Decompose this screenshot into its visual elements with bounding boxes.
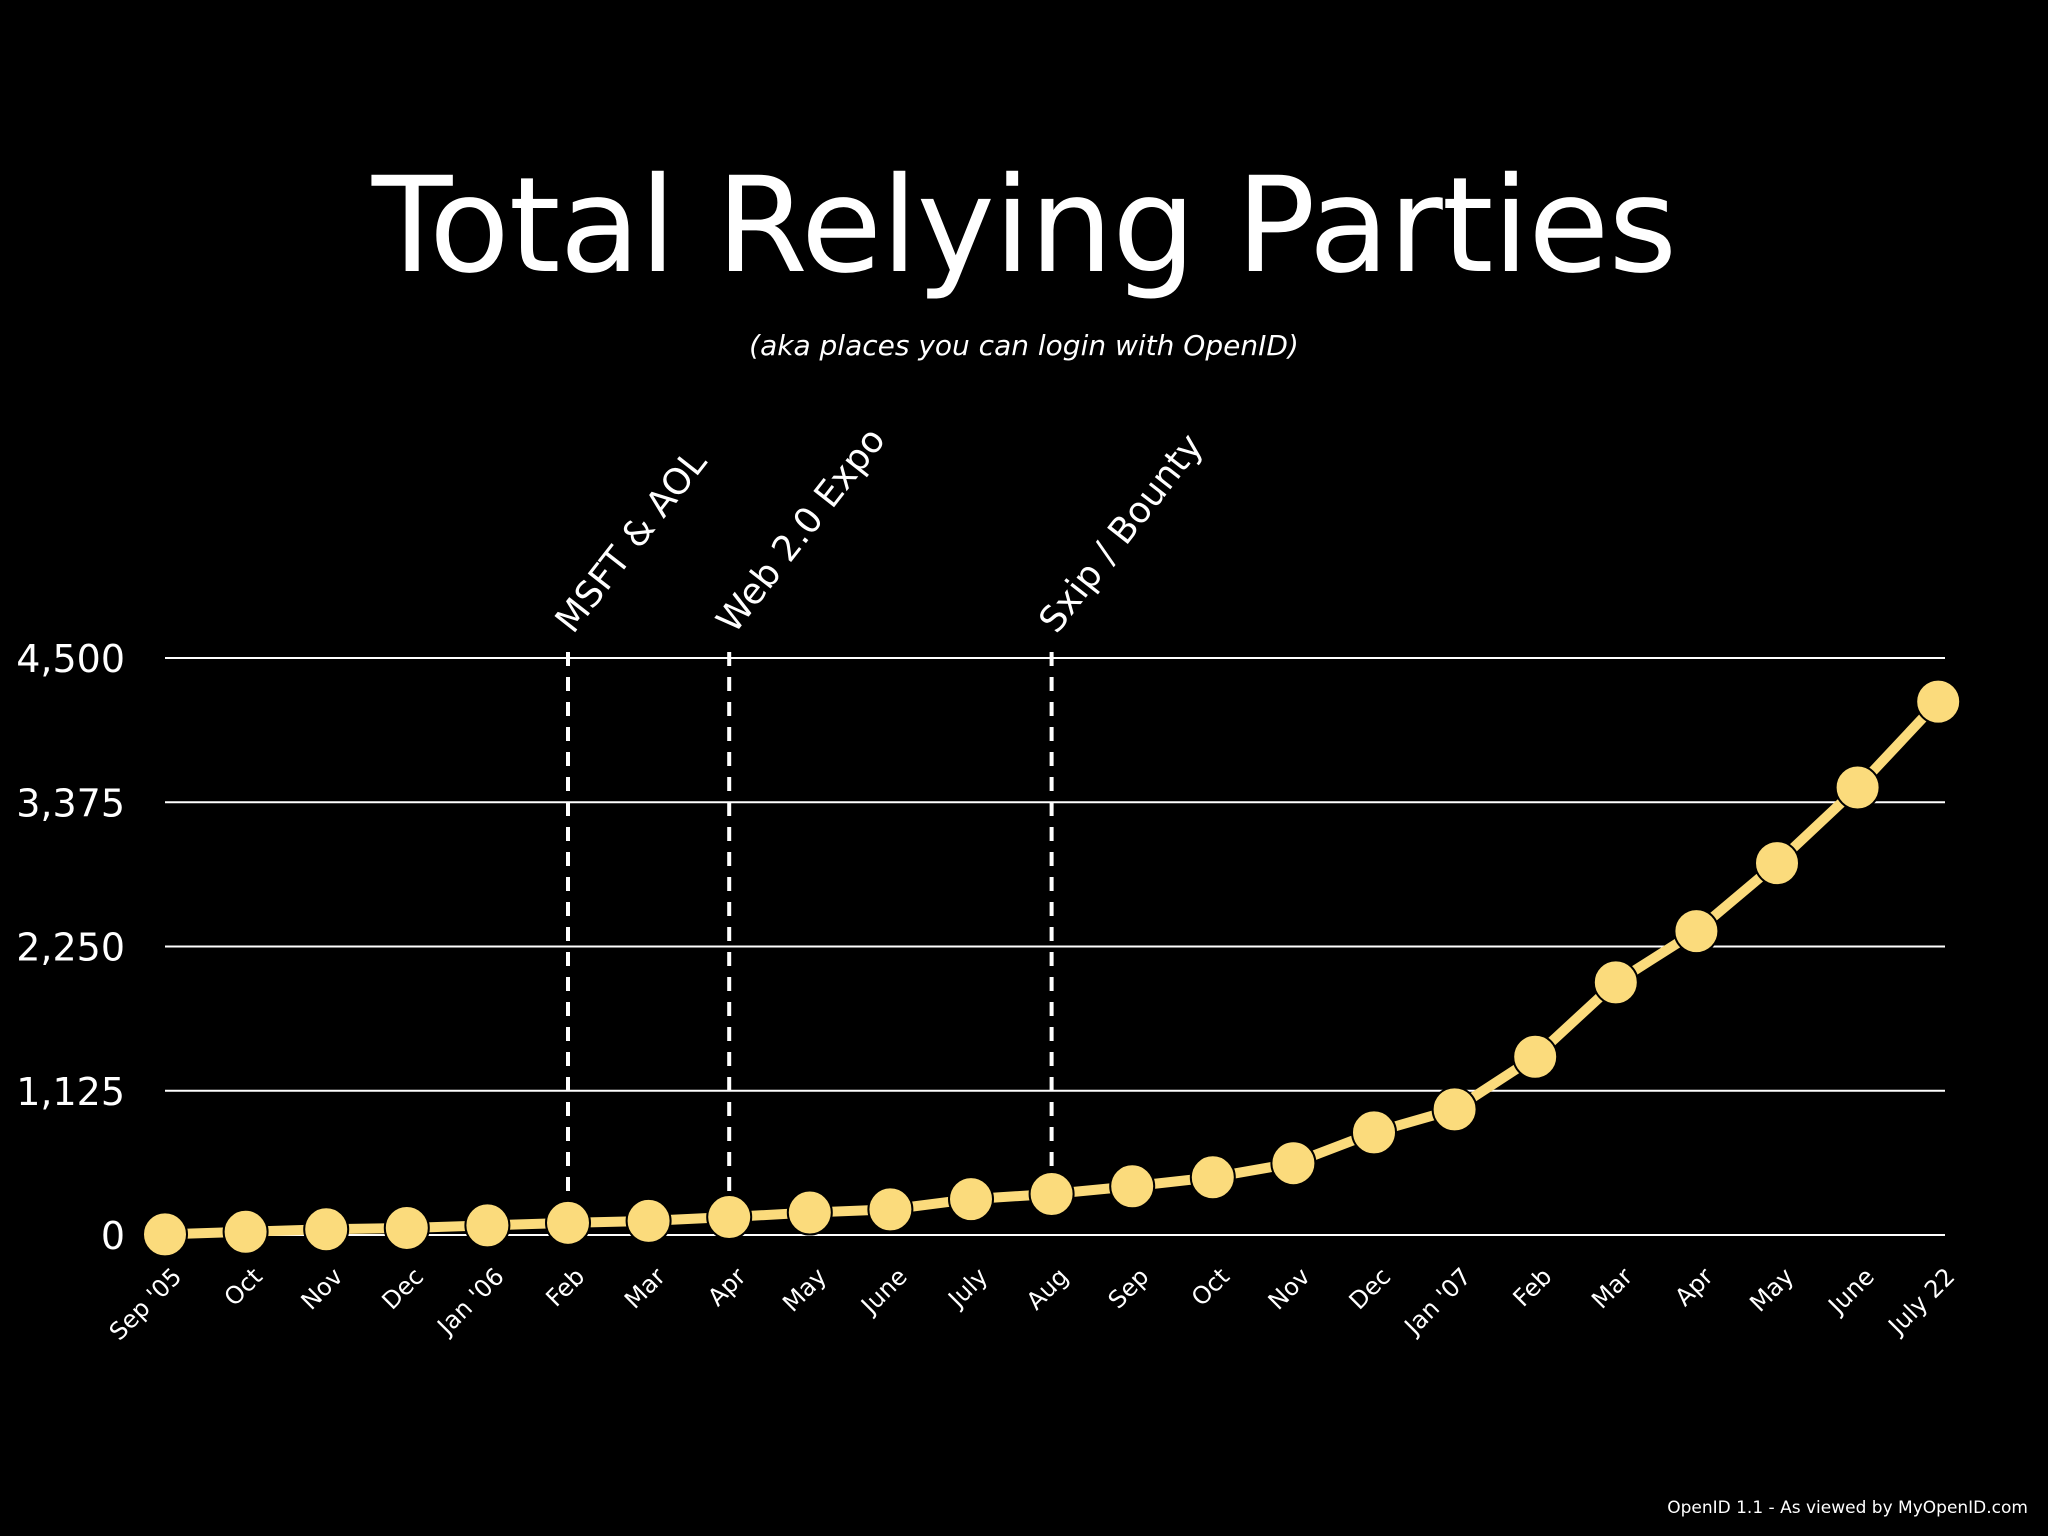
data-point: [1431, 1086, 1478, 1133]
chart-title: Total Relying Parties: [371, 149, 1677, 303]
data-point: [786, 1189, 833, 1236]
data-point: [948, 1176, 994, 1223]
data-point: [1915, 678, 1962, 725]
x-tick-label: Dec: [1344, 1262, 1397, 1315]
x-tick-label: Feb: [540, 1262, 590, 1312]
x-tick-label: June: [854, 1262, 912, 1320]
x-tick-label: Nov: [1263, 1262, 1316, 1315]
data-point: [1754, 840, 1800, 887]
y-tick-label: 0: [101, 1214, 125, 1258]
x-tick-label: May: [777, 1262, 832, 1317]
data-point: [1834, 764, 1881, 811]
gridlines: [165, 657, 1945, 1236]
x-tick-label: Sep '05: [104, 1262, 187, 1345]
annotation-label: Web 2.0 Expo: [709, 420, 894, 640]
data-point: [1028, 1170, 1075, 1217]
data-point: [464, 1202, 511, 1249]
data-point: [1592, 959, 1639, 1006]
y-tick-label: 4,500: [16, 637, 125, 681]
data-point: [867, 1186, 914, 1233]
data-point: [222, 1208, 269, 1255]
x-tick-label: Sep: [1103, 1262, 1155, 1314]
data-point: [1109, 1163, 1156, 1210]
x-tick-label: Mar: [1586, 1262, 1638, 1314]
x-tick-label: Nov: [296, 1262, 349, 1315]
annotation-label: Sxip / Bounty: [1031, 426, 1211, 640]
x-tick-label: May: [1744, 1262, 1799, 1317]
x-tick-label: Jan '06: [431, 1262, 510, 1341]
y-tick-label: 2,250: [16, 926, 125, 970]
y-axis-ticks: 0 1,125 2,250 3,375 4,500: [16, 637, 125, 1258]
data-point: [303, 1206, 350, 1253]
annotation-label: MSFT & AOL: [548, 442, 715, 640]
data-point: [1189, 1154, 1236, 1201]
x-tick-label: Mar: [619, 1262, 671, 1314]
data-point: [383, 1204, 430, 1251]
x-tick-label: July: [942, 1262, 994, 1314]
footer-credit: OpenID 1.1 - As viewed by MyOpenID.com: [1667, 1498, 2028, 1518]
data-point: [1512, 1033, 1559, 1080]
x-tick-label: Aug: [1021, 1262, 1074, 1315]
x-tick-label: June: [1822, 1262, 1880, 1320]
data-point: [625, 1197, 672, 1244]
x-tick-label: Apr: [1669, 1262, 1718, 1311]
data-points: [142, 678, 1962, 1258]
data-point: [1351, 1109, 1397, 1156]
x-tick-label: Oct: [1186, 1262, 1235, 1311]
x-tick-label: Oct: [219, 1262, 268, 1311]
x-tick-label: Jan '07: [1398, 1262, 1477, 1341]
chart-subtitle: (aka places you can login with OpenID): [749, 329, 1299, 362]
y-tick-label: 1,125: [16, 1070, 125, 1114]
x-tick-label: Feb: [1508, 1262, 1558, 1312]
x-tick-label: July 22: [1882, 1262, 1961, 1341]
y-tick-label: 3,375: [16, 781, 125, 825]
data-point: [142, 1211, 188, 1258]
x-tick-label: Apr: [702, 1262, 751, 1311]
x-tick-label: Dec: [376, 1262, 429, 1315]
data-point: [1270, 1140, 1317, 1187]
data-point: [545, 1199, 591, 1246]
data-point: [706, 1194, 753, 1241]
data-point: [1673, 908, 1720, 955]
x-axis-ticks: Sep '05 Oct Nov Dec Jan '06 Feb Mar Apr May June J…: [104, 1262, 1961, 1346]
